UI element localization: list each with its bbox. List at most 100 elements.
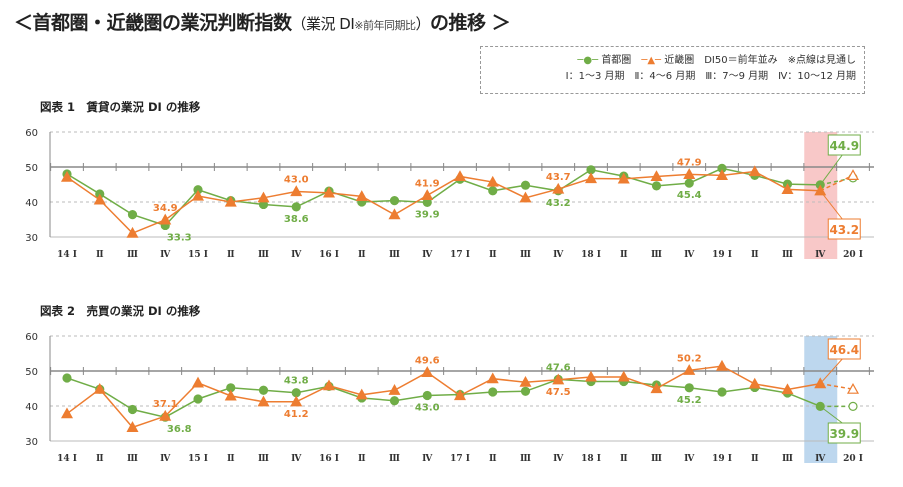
data-label: 39.9 (415, 209, 440, 220)
x-tick-label: Ⅱ (489, 454, 497, 464)
x-tick-label: 17 Ⅰ (450, 250, 470, 260)
x-tick-label: Ⅱ (751, 454, 759, 464)
data-point-kinki (552, 182, 565, 194)
data-point-kinki (60, 407, 74, 419)
data-point-kinki (453, 389, 467, 401)
data-point-kinki (322, 379, 336, 391)
x-tick-label: Ⅱ (96, 250, 104, 260)
data-label: 43.7 (546, 172, 571, 183)
data-label: 45.2 (677, 395, 702, 406)
forecast-line-0 (820, 177, 854, 186)
data-point-kinki (519, 375, 532, 387)
data-label: 34.9 (153, 203, 178, 214)
data-point-kinki (748, 165, 761, 177)
x-tick-label: Ⅳ (815, 250, 826, 260)
data-label: 36.8 (167, 424, 192, 435)
x-tick-label: Ⅱ (620, 250, 628, 260)
callout-label: 46.4 (829, 343, 859, 357)
data-label: 43.0 (284, 175, 309, 186)
data-label: 38.6 (284, 214, 309, 225)
data-point-kinki (355, 388, 368, 400)
data-point-kinki (584, 172, 598, 184)
data-label: 47.6 (546, 362, 571, 373)
x-tick-label: Ⅳ (684, 454, 695, 464)
data-point-kinki (93, 382, 106, 394)
data-label: 47.5 (546, 387, 571, 398)
data-point-kinki (388, 208, 401, 220)
data-point-kinki (519, 191, 532, 203)
y-tick-label: 60 (25, 128, 38, 139)
x-tick-label: Ⅱ (358, 454, 366, 464)
y-tick-label: 40 (25, 402, 38, 413)
x-tick-label: Ⅲ (782, 250, 793, 260)
series-line-0 (66, 167, 821, 227)
data-point-kinki (748, 377, 761, 389)
x-tick-label: 20 Ⅰ (843, 454, 863, 464)
data-point-kinki (257, 191, 270, 203)
x-tick-label: Ⅲ (651, 250, 662, 260)
series-line-1 (66, 170, 821, 235)
data-point-kinki (421, 366, 434, 378)
legend: ─●─ 首都圏 ─▲─ 近畿圏 DI50＝前年並み ※点線は見通し Ⅰ：1～3 … (480, 46, 865, 94)
x-tick-label: 15 Ⅰ (188, 454, 208, 464)
data-point-kinki (715, 359, 729, 371)
data-point-kinki (224, 389, 237, 401)
data-point-tokyo (193, 394, 203, 404)
data-point-kinki (650, 382, 663, 394)
data-point-kinki (60, 170, 74, 182)
x-tick-label: Ⅲ (389, 454, 400, 464)
data-point-kinki (781, 183, 794, 195)
x-tick-label: 18 Ⅰ (581, 454, 601, 464)
data-point-kinki (93, 193, 106, 205)
data-point-kinki (486, 175, 499, 187)
data-point-kinki (126, 226, 139, 238)
callout-line (819, 154, 843, 186)
data-point-tokyo (291, 202, 301, 212)
x-tick-label: Ⅲ (127, 250, 138, 260)
data-point-kinki (290, 185, 303, 197)
data-point-kinki (388, 384, 401, 395)
x-tick-label: Ⅲ (520, 250, 531, 260)
data-point-tokyo (291, 388, 301, 398)
data-label: 50.2 (677, 353, 702, 364)
callout-line (819, 358, 843, 384)
data-point-kinki (191, 189, 205, 201)
x-tick-label: Ⅱ (620, 454, 628, 464)
data-point-kinki (617, 172, 630, 184)
x-tick-label: Ⅲ (782, 454, 793, 464)
x-tick-label: Ⅳ (422, 454, 433, 464)
data-point-tokyo (127, 209, 138, 220)
data-point-tokyo (488, 186, 498, 196)
data-label: 49.6 (415, 355, 440, 366)
data-point-tokyo (520, 180, 531, 190)
data-point-kinki (781, 383, 794, 395)
data-point-tokyo (127, 404, 138, 415)
x-tick-label: Ⅲ (389, 250, 400, 260)
data-point-tokyo (389, 396, 400, 406)
data-point-tokyo (62, 373, 72, 383)
data-point-kinki (159, 409, 172, 421)
x-tick-label: Ⅳ (422, 250, 433, 260)
data-point-kinki (584, 370, 598, 382)
x-tick-label: 20 Ⅰ (843, 250, 863, 260)
data-point-kinki (683, 168, 696, 179)
data-point-kinki (617, 370, 630, 382)
x-tick-label: Ⅲ (651, 454, 662, 464)
y-tick-label: 50 (25, 163, 38, 174)
x-tick-label: Ⅳ (553, 454, 564, 464)
x-tick-label: Ⅲ (520, 454, 531, 464)
chart-1: 30 40 50 60 14 Ⅰ Ⅱ Ⅲ Ⅳ 15 Ⅰ Ⅱ Ⅲ Ⅳ 16 Ⅰ Ⅱ Ⅲ Ⅳ 17 Ⅰ Ⅱ Ⅲ Ⅳ 18 Ⅰ… (25, 128, 874, 260)
data-point-tokyo (651, 181, 662, 191)
data-point-kinki (257, 395, 270, 407)
data-point-kinki (453, 170, 467, 182)
x-tick-label: Ⅳ (160, 250, 171, 260)
data-point-tokyo (684, 178, 694, 188)
x-tick-label: Ⅱ (227, 454, 235, 464)
data-point-kinki (715, 169, 729, 181)
callout-line (819, 405, 843, 424)
data-point-tokyo (422, 390, 432, 401)
data-point-tokyo (258, 385, 269, 395)
data-point-tokyo (848, 401, 858, 411)
data-label: 41.9 (415, 178, 440, 189)
x-tick-label: 14 Ⅰ (57, 454, 77, 464)
